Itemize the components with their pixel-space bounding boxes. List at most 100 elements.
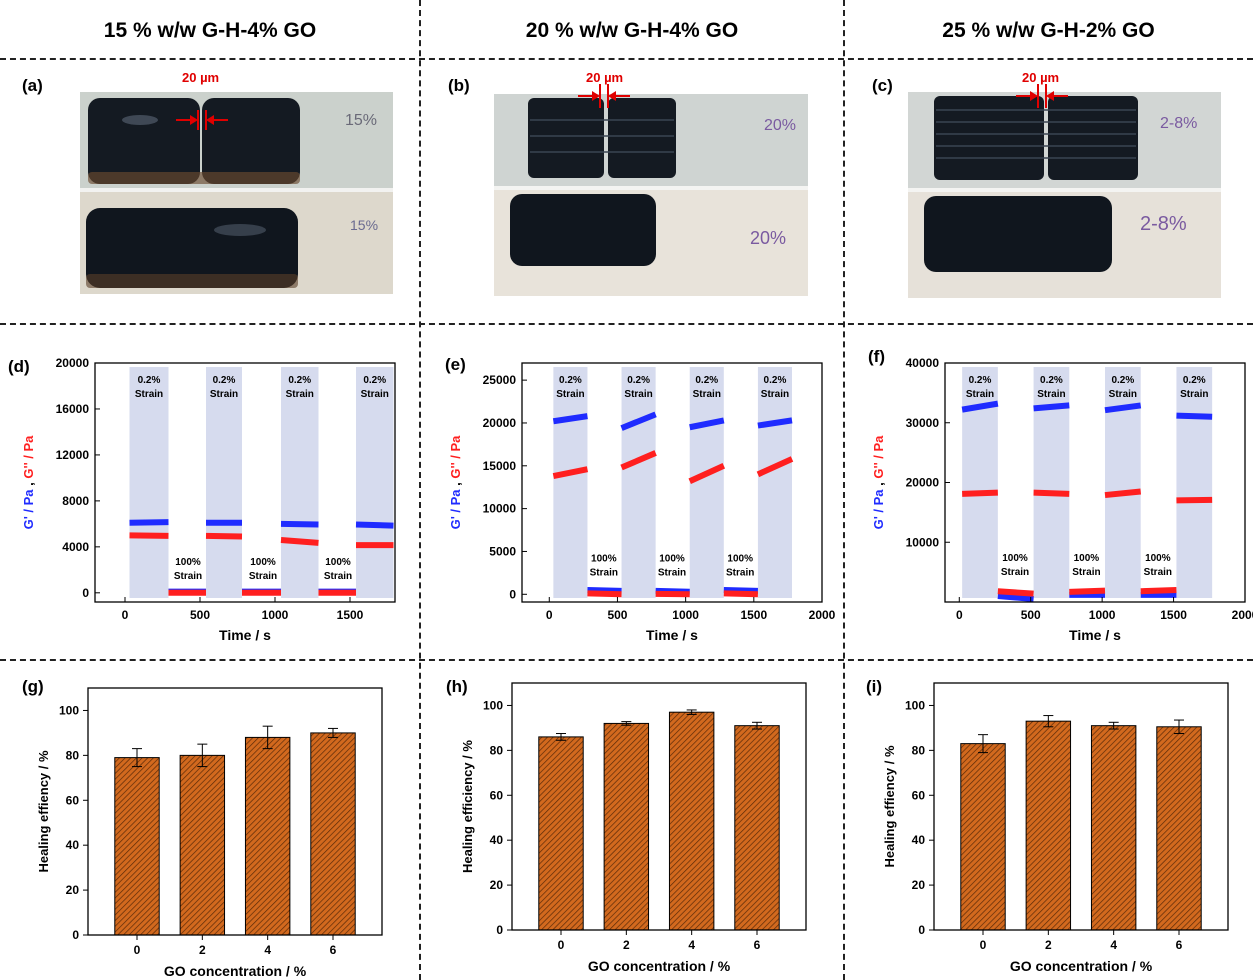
y-tick-label: 80 [66,748,80,762]
band-label-unit: Strain [1037,389,1065,400]
column-title-2: 20 % w/w G-H-4% GO [525,19,739,42]
x-tick-label: 0 [134,943,141,957]
series-segment [1176,496,1213,504]
x-tick-label: 4 [688,938,695,952]
x-tick-label: 500 [607,608,627,622]
x-tick-label: 1500 [1160,608,1187,622]
low-strain-label-unit: Strain [1144,567,1172,578]
strain-sweep-chart-2: (f) 0.2% Strain 0.2% Strain 0.2% Strain 0.2% Str… [868,347,1253,643]
sample-photo-b: 20% 20% 20 µm [494,70,808,296]
x-tick-label: 0 [980,938,987,952]
band-label-value: 0.2% [627,375,650,386]
band-label-value: 0.2% [1111,375,1134,386]
high-strain-band [129,367,169,598]
healing-bar-frame [87,687,383,936]
low-strain-label-unit: Strain [1001,567,1029,578]
x-axis-label: GO concentration / % [588,958,731,974]
x-tick-label: 2 [199,943,206,957]
bar [1025,720,1072,931]
high-strain-band [1176,367,1213,598]
healing-bar-frame [933,682,1229,931]
scale-bar-label-c: 20 µm [1022,70,1059,85]
photo-note-bottom-a: 15% [350,217,378,233]
strain-sweep-chart-0: (d) 0.2% Strain 0.2% Strain 0.2% Strain 0.2% Str… [8,356,396,643]
bar [114,757,160,936]
high-strain-band [281,367,319,598]
low-strain-label-value: 100% [1145,553,1171,564]
band-label-unit: Strain [286,389,314,400]
series-segment [997,593,1034,603]
band-label-value: 0.2% [969,375,992,386]
bar [1156,726,1202,931]
y-tick-label: 100 [483,698,503,712]
x-tick-label: 4 [1110,938,1117,952]
y-tick-label: 20 [912,878,926,892]
panel-label: (h) [446,677,468,696]
series-segment [620,450,657,471]
y-tick-label: 0 [496,923,503,937]
row-divider-middle [0,323,1253,325]
scale-bar-label-b: 20 µm [586,70,623,85]
series-segment [757,417,793,429]
y-axis-label: G' / Pa , G'' / Pa [448,435,463,530]
x-tick-label: 4 [264,943,271,957]
band-label-value: 0.2% [288,375,311,386]
photo-note-bottom-c: 2-8% [1140,213,1187,235]
y-axis-label: G' / Pa , G'' / Pa [871,435,886,530]
x-tick-label: 6 [754,938,761,952]
panel-label: (g) [22,677,44,696]
strain-sweep-frame [521,362,823,603]
band-label-unit: Strain [556,389,584,400]
low-strain-label-unit: Strain [658,567,686,578]
bar [668,711,715,931]
column-divider-1 [419,0,421,980]
x-tick-label: 0 [122,608,129,622]
high-strain-band [356,367,394,598]
y-tick-label: 10000 [906,535,940,549]
x-tick-label: 2 [1045,938,1052,952]
low-strain-label-unit: Strain [324,571,352,582]
series-segment [129,532,169,539]
band-label-value: 0.2% [1040,375,1063,386]
panel-label: (i) [866,677,882,696]
x-tick-label: 1000 [1089,608,1116,622]
band-label-value: 0.2% [213,375,236,386]
series-segment [129,519,169,526]
series-segment [355,521,394,529]
series-segment [587,590,622,598]
band-label-value: 0.2% [1183,375,1206,386]
band-label-value: 0.2% [695,375,718,386]
bar [960,743,1006,931]
x-tick-label: 2000 [1232,608,1253,622]
y-tick-label: 80 [490,743,504,757]
band-label-unit: Strain [761,389,789,400]
y-tick-label: 8000 [62,494,89,508]
x-tick-label: 500 [190,608,210,622]
band-label-unit: Strain [1109,389,1137,400]
low-strain-label-unit: Strain [249,571,277,582]
series-segment [756,456,794,478]
y-tick-label: 20000 [483,416,517,430]
series-segment [1104,488,1142,499]
band-label-value: 0.2% [764,375,787,386]
panel-label: (f) [868,347,885,366]
low-strain-label-value: 100% [659,553,685,564]
band-label-unit: Strain [624,389,652,400]
low-strain-label-value: 100% [727,553,753,564]
y-tick-label: 20 [66,883,80,897]
band-label-value: 0.2% [138,375,161,386]
bar [1090,725,1137,931]
y-tick-label: 80 [912,743,926,757]
series-segment [689,417,725,431]
low-strain-label-value: 100% [1074,553,1100,564]
y-tick-label: 0 [509,587,516,601]
series-segment [723,590,758,598]
x-axis-label: Time / s [646,627,698,643]
high-strain-band [1033,367,1070,598]
bar [244,736,291,936]
strain-sweep-chart-1: (e) 0.2% Strain 0.2% Strain 0.2% Strain 0.2% Str… [445,355,836,643]
scale-bar-label-a: 20 µm [182,70,219,85]
series-segment [205,532,243,540]
